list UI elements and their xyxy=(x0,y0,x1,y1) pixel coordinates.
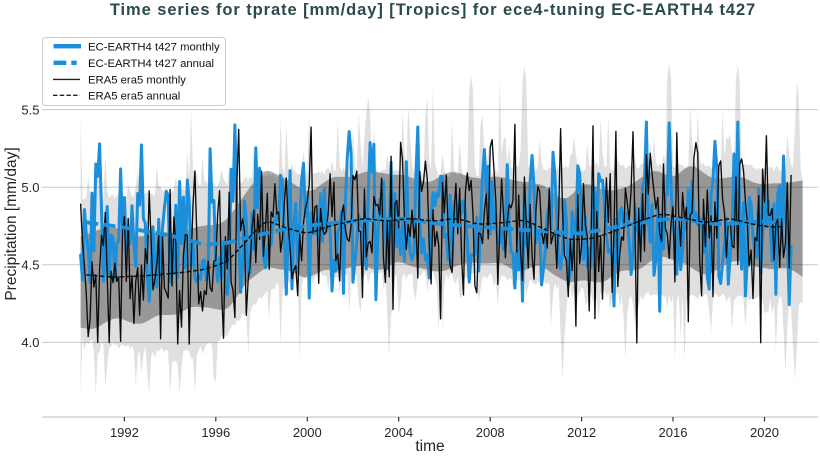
svg-text:1996: 1996 xyxy=(201,425,230,440)
svg-text:Precipitation [mm/day]: Precipitation [mm/day] xyxy=(3,147,20,300)
svg-text:2020: 2020 xyxy=(750,425,779,440)
svg-text:5.5: 5.5 xyxy=(21,102,39,117)
svg-text:1992: 1992 xyxy=(110,425,139,440)
svg-text:ERA5 era5 annual: ERA5 era5 annual xyxy=(88,90,180,102)
svg-text:ERA5 era5 monthly: ERA5 era5 monthly xyxy=(88,75,186,87)
svg-text:2000: 2000 xyxy=(293,425,322,440)
svg-text:2012: 2012 xyxy=(567,425,596,440)
svg-text:Time series for tprate [mm/day: Time series for tprate [mm/day] [Tropics… xyxy=(110,1,756,19)
svg-text:EC-EARTH4 t427 monthly: EC-EARTH4 t427 monthly xyxy=(88,41,220,53)
svg-text:2004: 2004 xyxy=(384,425,413,440)
svg-text:EC-EARTH4 t427 annual: EC-EARTH4 t427 annual xyxy=(88,58,214,70)
svg-text:4.0: 4.0 xyxy=(21,335,39,350)
svg-text:5.0: 5.0 xyxy=(21,180,39,195)
svg-text:time: time xyxy=(415,438,444,455)
svg-text:4.5: 4.5 xyxy=(21,258,39,273)
svg-text:2016: 2016 xyxy=(659,425,688,440)
svg-text:2008: 2008 xyxy=(476,425,505,440)
